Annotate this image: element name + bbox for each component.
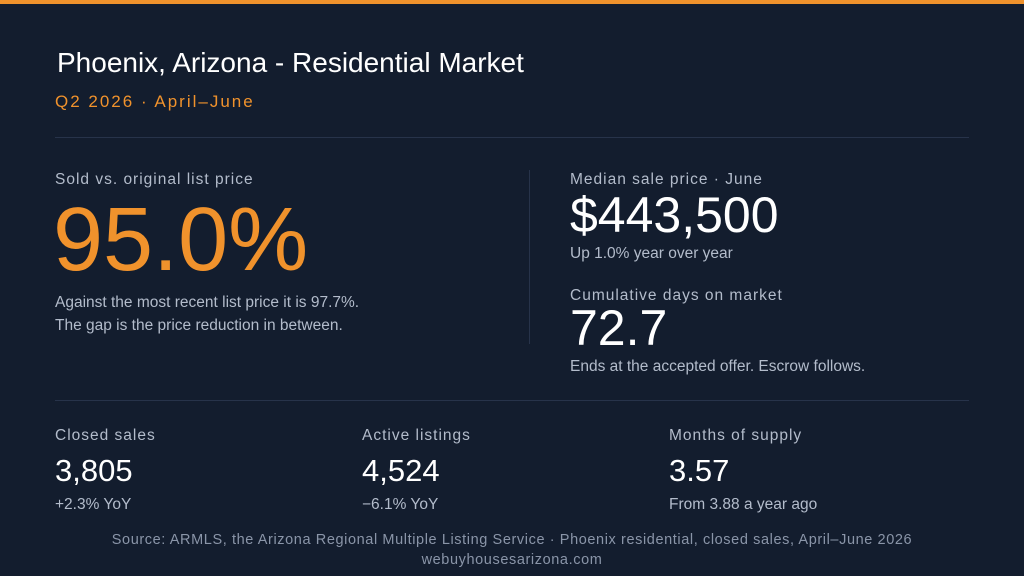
active-listings-value: 4,524 <box>362 453 440 488</box>
closed-sales-label: Closed sales <box>55 427 156 444</box>
accent-top-bar <box>0 0 1024 4</box>
days-on-market-label: Cumulative days on market <box>570 287 783 304</box>
active-listings-label: Active listings <box>362 427 471 444</box>
closed-sales-value: 3,805 <box>55 453 133 488</box>
median-price-value: $443,500 <box>570 187 779 243</box>
closed-sales-note: +2.3% YoY <box>55 496 132 513</box>
months-supply-value: 3.57 <box>669 453 730 488</box>
sold-vs-list-note-1: Against the most recent list price it is… <box>55 294 360 311</box>
header-divider <box>55 137 969 138</box>
median-price-label: Median sale price · June <box>570 171 763 188</box>
months-supply-label: Months of supply <box>669 427 803 444</box>
months-supply-note: From 3.88 a year ago <box>669 496 818 513</box>
stats-divider <box>55 400 969 401</box>
source-footnote: Source: ARMLS, the Arizona Regional Mult… <box>111 532 913 548</box>
vertical-divider <box>529 170 530 344</box>
days-on-market-value: 72.7 <box>570 300 668 356</box>
period-subtitle: Q2 2026 · April–June <box>55 92 255 111</box>
sold-vs-list-value: 95.0% <box>53 190 309 290</box>
days-on-market-note: Ends at the accepted offer. Escrow follo… <box>570 358 866 375</box>
page-title: Phoenix, Arizona - Residential Market <box>57 47 524 78</box>
sold-vs-list-label: Sold vs. original list price <box>55 171 254 188</box>
website-footer: webuyhousesarizona.com <box>421 552 603 568</box>
active-listings-note: −6.1% YoY <box>362 496 439 513</box>
median-price-note: Up 1.0% year over year <box>570 245 733 262</box>
sold-vs-list-note-2: The gap is the price reduction in betwee… <box>55 317 343 334</box>
